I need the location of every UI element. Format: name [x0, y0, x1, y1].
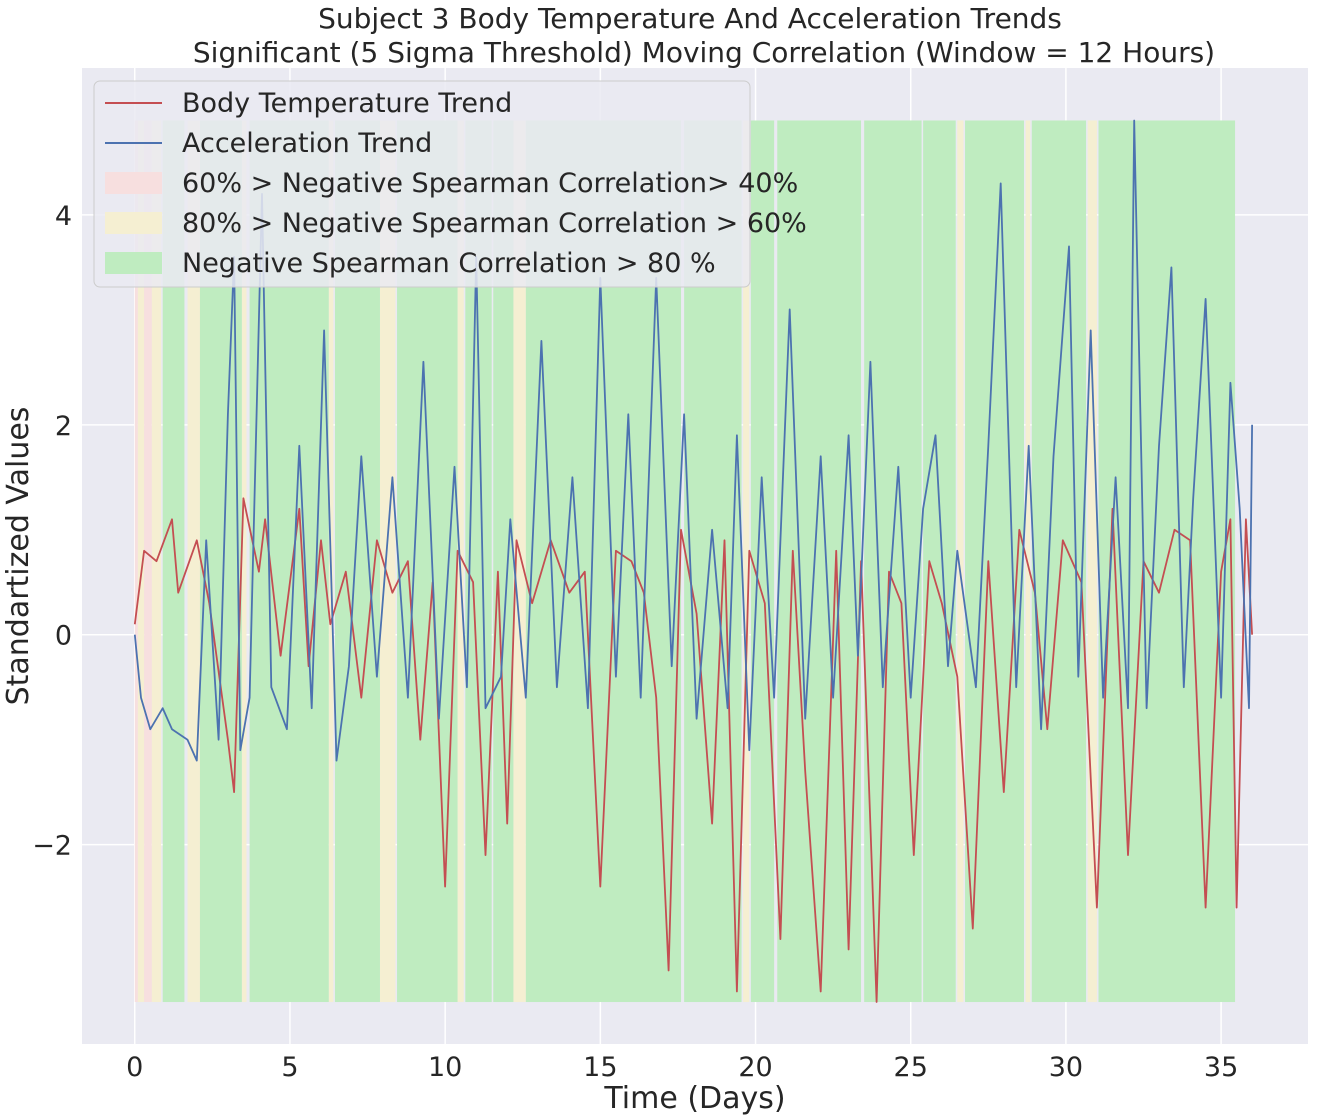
legend-swatch-band-40-60: [105, 172, 162, 194]
series-lines: [133, 119, 1253, 1003]
correlation-band-2: [1031, 120, 1087, 1003]
y-tick-label: −2: [32, 831, 72, 862]
correlation-band-1: [379, 120, 396, 1003]
legend-label-band-60-80: 80% > Negative Spearman Correlation > 60…: [182, 208, 807, 239]
correlation-band-1: [513, 120, 526, 1003]
y-tick-label: 0: [55, 621, 72, 652]
legend-label-band-80: Negative Spearman Correlation > 80 %: [182, 248, 716, 279]
y-tick-label: 4: [55, 201, 72, 232]
y-axis-label: Standartized Values: [1, 407, 36, 706]
correlation-band-1: [1087, 120, 1097, 1003]
correlation-band-1: [957, 120, 964, 1003]
series-line-acceleration: [133, 119, 1253, 762]
x-tick-label: 0: [126, 1052, 143, 1083]
x-tick-label: 30: [1049, 1052, 1083, 1083]
x-tick-label: 5: [281, 1052, 298, 1083]
chart-title-line-1: Subject 3 Body Temperature And Accelerat…: [318, 2, 1062, 35]
chart-title-line-2: Significant (5 Sigma Threshold) Moving C…: [193, 36, 1215, 69]
correlation-band-0: [134, 120, 138, 1003]
tick-labels: 0 5 10 15 20 25 30 35 −2 0 2 4: [32, 201, 1238, 1083]
x-tick-label: 25: [894, 1052, 928, 1083]
series-line-temperature: [133, 497, 1253, 1003]
legend-box: [93, 80, 751, 288]
legend-label-band-40-60: 60% > Negative Spearman Correlation> 40%: [182, 168, 798, 199]
x-tick-label: 10: [428, 1052, 462, 1083]
correlation-band-1: [137, 120, 145, 1003]
correlation-band-1: [743, 120, 750, 1003]
correlation-band-2: [750, 120, 775, 1003]
legend-label-temperature: Body Temperature Trend: [182, 88, 512, 119]
legend-swatch-band-60-80: [105, 212, 162, 234]
correlation-band-2: [162, 120, 185, 1003]
x-tick-label: 15: [583, 1052, 617, 1083]
correlation-band-1: [241, 120, 247, 1003]
correlation-band-2: [864, 120, 922, 1003]
x-tick-label: 20: [738, 1052, 772, 1083]
legend-label-acceleration: Acceleration Trend: [182, 128, 432, 159]
x-axis-label: Time (Days): [603, 1081, 785, 1116]
legend: Body Temperature Trend Acceleration Tren…: [93, 80, 807, 288]
correlation-band-2: [777, 120, 862, 1003]
correlation-band-0: [144, 120, 152, 1003]
legend-swatch-band-80: [105, 252, 162, 274]
correlation-band-1: [187, 120, 200, 1003]
y-tick-label: 2: [55, 411, 72, 442]
x-tick-label: 35: [1204, 1052, 1238, 1083]
correlation-band-2: [923, 120, 956, 1003]
correlation-band-2: [965, 120, 1025, 1003]
